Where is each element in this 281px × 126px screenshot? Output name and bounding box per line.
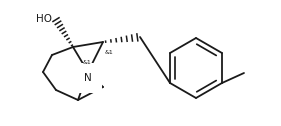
- Text: HO: HO: [36, 14, 52, 24]
- Text: &1: &1: [105, 50, 114, 55]
- Text: N: N: [84, 73, 92, 83]
- Text: &1: &1: [83, 59, 92, 65]
